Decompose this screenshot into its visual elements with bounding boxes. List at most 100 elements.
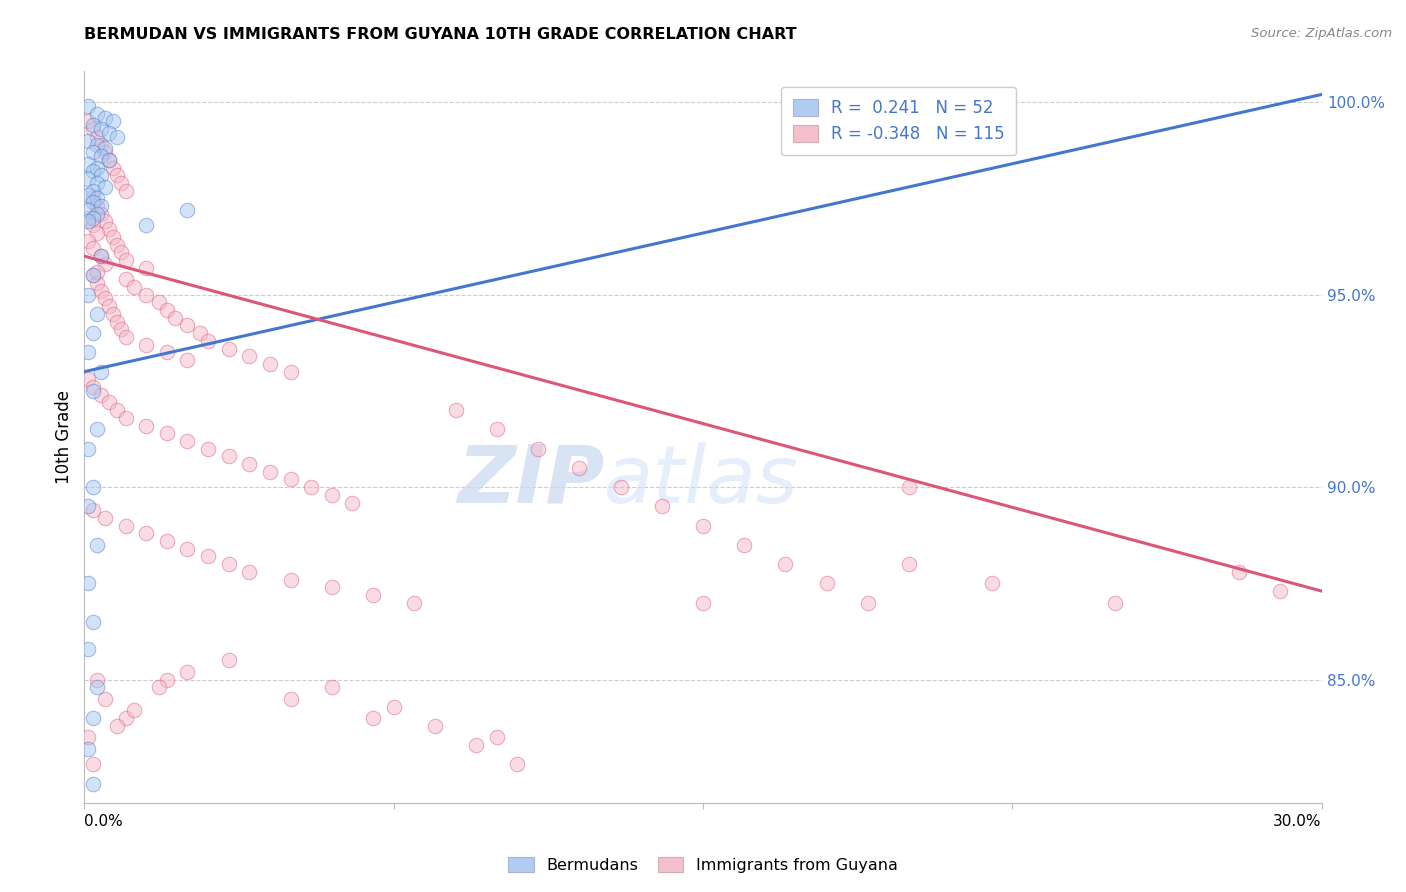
Point bbox=[135, 287, 157, 301]
Point bbox=[733, 538, 755, 552]
Point bbox=[103, 161, 125, 175]
Point bbox=[361, 711, 384, 725]
Point bbox=[77, 114, 100, 128]
Point bbox=[82, 195, 104, 210]
Point bbox=[609, 480, 631, 494]
Point bbox=[86, 276, 108, 290]
Point bbox=[238, 565, 260, 579]
Point bbox=[77, 134, 100, 148]
Point bbox=[485, 422, 508, 436]
Point bbox=[82, 480, 104, 494]
Point bbox=[86, 207, 108, 221]
Point bbox=[148, 295, 170, 310]
Point bbox=[105, 719, 128, 733]
Point bbox=[82, 326, 104, 340]
Text: atlas: atlas bbox=[605, 442, 799, 520]
Legend: R =  0.241   N = 52, R = -0.348   N = 115: R = 0.241 N = 52, R = -0.348 N = 115 bbox=[782, 87, 1017, 155]
Point bbox=[110, 322, 132, 336]
Point bbox=[94, 179, 117, 194]
Point bbox=[90, 284, 112, 298]
Point bbox=[82, 384, 104, 398]
Point bbox=[82, 268, 104, 283]
Point bbox=[98, 153, 121, 167]
Point bbox=[82, 776, 104, 790]
Point bbox=[135, 260, 157, 275]
Point bbox=[98, 299, 121, 313]
Point bbox=[82, 268, 104, 283]
Point bbox=[382, 699, 405, 714]
Legend: Bermudans, Immigrants from Guyana: Bermudans, Immigrants from Guyana bbox=[502, 851, 904, 880]
Point bbox=[299, 480, 322, 494]
Point bbox=[98, 395, 121, 409]
Point bbox=[90, 169, 112, 183]
Point bbox=[815, 576, 838, 591]
Point bbox=[188, 326, 211, 340]
Point bbox=[86, 199, 108, 213]
Y-axis label: 10th Grade: 10th Grade bbox=[55, 390, 73, 484]
Point bbox=[105, 315, 128, 329]
Point bbox=[105, 169, 128, 183]
Point bbox=[86, 191, 108, 205]
Point bbox=[86, 538, 108, 552]
Point bbox=[321, 580, 343, 594]
Text: BERMUDAN VS IMMIGRANTS FROM GUYANA 10TH GRADE CORRELATION CHART: BERMUDAN VS IMMIGRANTS FROM GUYANA 10TH … bbox=[84, 27, 797, 42]
Point bbox=[775, 557, 797, 571]
Point bbox=[77, 202, 100, 217]
Point bbox=[165, 310, 187, 325]
Point bbox=[82, 122, 104, 136]
Point bbox=[82, 757, 104, 772]
Point bbox=[321, 681, 343, 695]
Point bbox=[90, 122, 112, 136]
Point bbox=[77, 234, 100, 248]
Point bbox=[82, 211, 104, 225]
Point bbox=[342, 495, 364, 509]
Point bbox=[321, 488, 343, 502]
Point bbox=[856, 596, 879, 610]
Point bbox=[86, 307, 108, 321]
Point bbox=[77, 372, 100, 386]
Point bbox=[105, 129, 128, 144]
Point bbox=[105, 237, 128, 252]
Point bbox=[259, 465, 281, 479]
Point bbox=[103, 307, 125, 321]
Point bbox=[86, 264, 108, 278]
Point bbox=[86, 106, 108, 120]
Point bbox=[77, 742, 100, 756]
Point bbox=[90, 388, 112, 402]
Point bbox=[197, 334, 219, 348]
Point bbox=[114, 711, 136, 725]
Point bbox=[86, 226, 108, 240]
Point bbox=[82, 164, 104, 178]
Point bbox=[86, 681, 108, 695]
Point bbox=[1104, 596, 1126, 610]
Point bbox=[361, 588, 384, 602]
Point bbox=[176, 318, 198, 333]
Point bbox=[103, 230, 125, 244]
Point bbox=[176, 202, 198, 217]
Point bbox=[259, 357, 281, 371]
Point bbox=[135, 526, 157, 541]
Point bbox=[280, 573, 302, 587]
Point bbox=[148, 681, 170, 695]
Point bbox=[94, 111, 117, 125]
Text: 30.0%: 30.0% bbox=[1274, 814, 1322, 830]
Point bbox=[156, 534, 179, 549]
Point bbox=[218, 653, 240, 667]
Point bbox=[94, 214, 117, 228]
Point bbox=[103, 114, 125, 128]
Point bbox=[156, 345, 179, 359]
Point bbox=[94, 511, 117, 525]
Point bbox=[77, 172, 100, 186]
Point bbox=[114, 252, 136, 267]
Point bbox=[980, 576, 1002, 591]
Point bbox=[238, 349, 260, 363]
Point bbox=[506, 757, 529, 772]
Point bbox=[98, 153, 121, 167]
Point bbox=[444, 403, 467, 417]
Point bbox=[485, 731, 508, 745]
Point bbox=[135, 418, 157, 433]
Point bbox=[82, 219, 104, 233]
Point bbox=[238, 457, 260, 471]
Point bbox=[156, 673, 179, 687]
Point bbox=[197, 549, 219, 564]
